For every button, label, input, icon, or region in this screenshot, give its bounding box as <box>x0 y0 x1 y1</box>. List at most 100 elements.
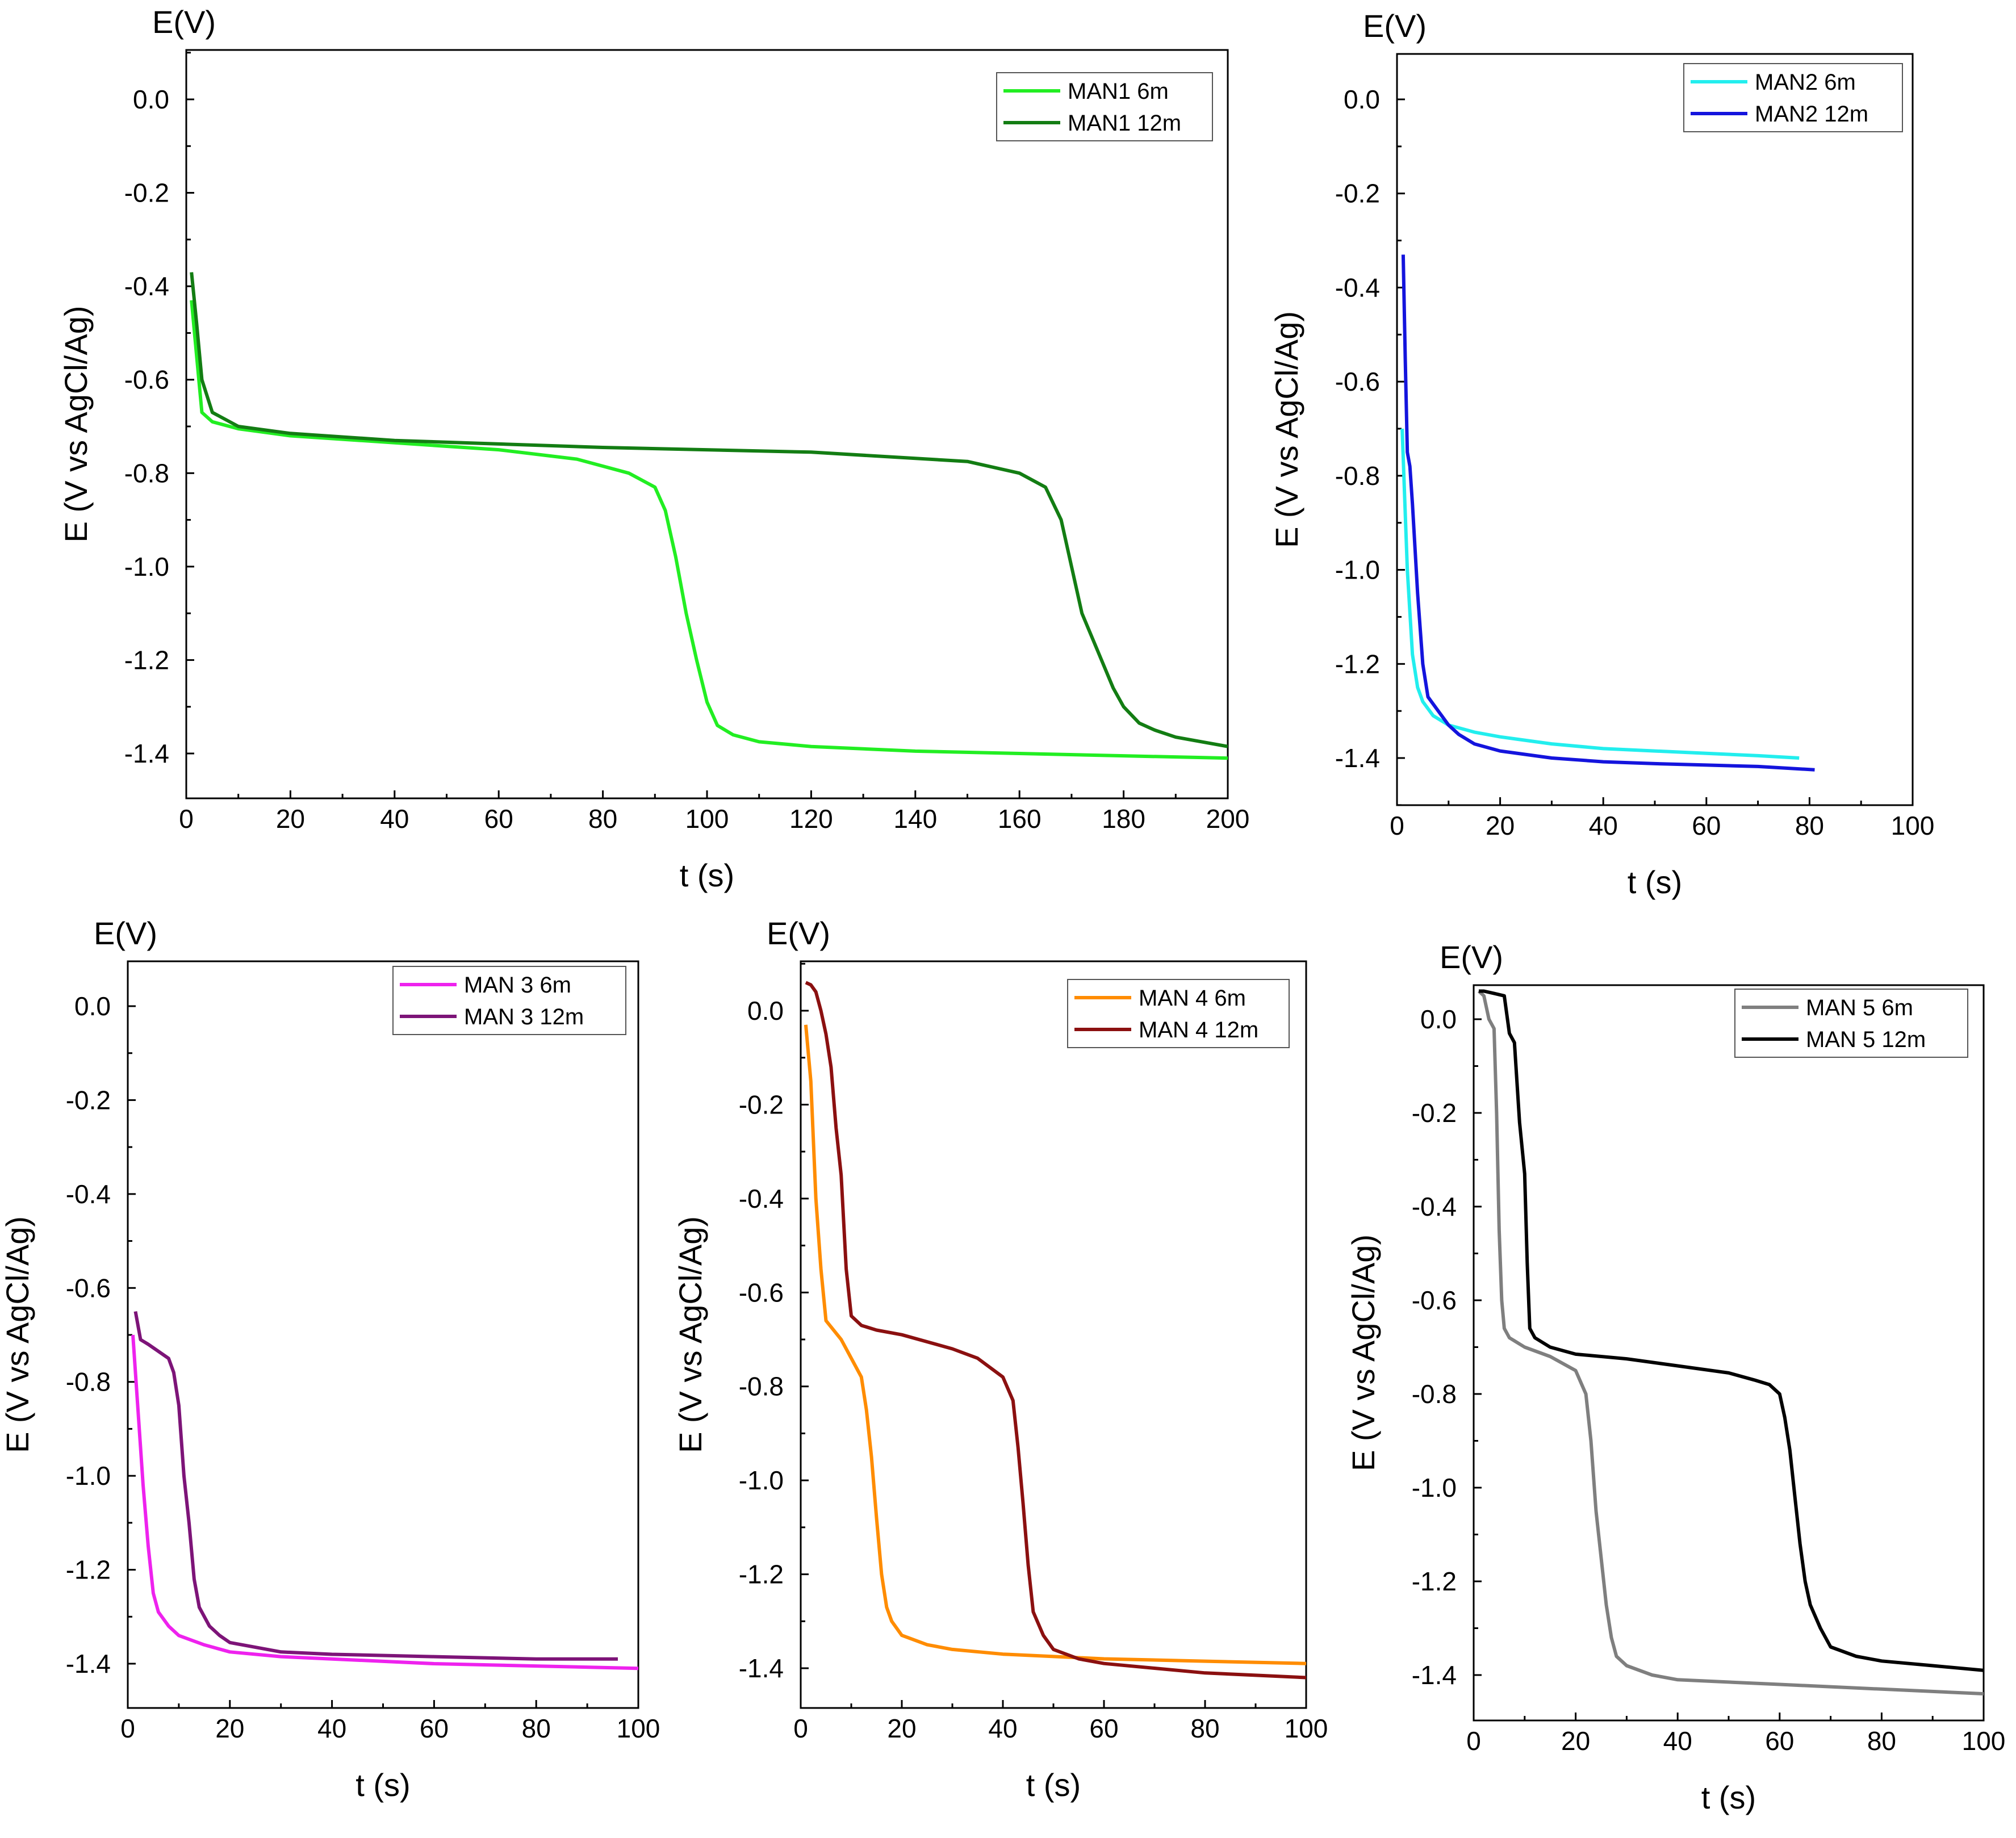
panel-man1-xtick-label: 0 <box>179 804 194 834</box>
panel-man1-xtick-label: 40 <box>380 804 409 834</box>
panel-man5-legend-label-2: MAN 5 12m <box>1806 1027 1926 1052</box>
panel-man5-ytick-label: -0.2 <box>1412 1098 1457 1128</box>
panel-man2-ytick-label: 0.0 <box>1344 85 1380 114</box>
panel-man3-ytick-label: -1.4 <box>66 1649 111 1678</box>
panel-man2: 0 20 40 60 80 100 0.0 -0.2 -0.4 -0.6 -0.8 -1.0 -1.2 -… <box>1269 8 1934 900</box>
panel-man4-ytick-label: -0.8 <box>739 1372 784 1401</box>
panel-man4-frame <box>800 960 1307 1709</box>
panel-man5-ytick-label: -1.2 <box>1412 1567 1457 1596</box>
panel-man4-ytick-label: 0.0 <box>747 996 784 1025</box>
panel-man2-legend-label-1: MAN2 6m <box>1755 70 1856 95</box>
panel-man1-legend-box <box>996 72 1213 141</box>
panel-man2-ytick-label: -0.6 <box>1335 367 1380 396</box>
panel-man3-ytick-label: 0.0 <box>74 991 111 1021</box>
panel-man4-xtick-label: 40 <box>988 1714 1017 1743</box>
panel-man5-xtick-label: 0 <box>1466 1726 1481 1756</box>
panel-man5-x-axis-title: t (s) <box>1701 1780 1756 1815</box>
panel-man1-xtick-label: 180 <box>1102 804 1145 834</box>
panel-man1-ytick-label: -0.2 <box>124 178 169 208</box>
panel-man4-legend: MAN 4 6m MAN 4 12m <box>1067 979 1290 1048</box>
panel-man2-ytick-label: -1.4 <box>1335 743 1380 773</box>
panel-man2-ytick-label: -1.2 <box>1335 649 1380 679</box>
panel-man1-corner-label: E(V) <box>152 4 216 40</box>
panel-man5-legend: MAN 5 6m MAN 5 12m <box>1734 989 1968 1058</box>
panel-man1: 0 20 40 60 80 100 120 140 160 180 200 0.0 -0.2 -0.4 -0… <box>58 4 1249 893</box>
panel-man5-corner-label: E(V) <box>1440 939 1503 975</box>
panel-man1-xtick-label: 160 <box>998 804 1042 834</box>
panel-man3-ytick-label: -0.2 <box>66 1085 111 1115</box>
panel-man4-ytick-label: -0.6 <box>739 1278 784 1307</box>
panel-man2-ytick-label: -0.4 <box>1335 273 1380 302</box>
panel-man2-legend-box <box>1683 63 1903 132</box>
panel-man2-xtick-label: 60 <box>1692 811 1721 840</box>
panel-man1-ytick-label: -0.4 <box>124 271 169 301</box>
panel-man3-corner-label: E(V) <box>94 915 157 951</box>
panel-man5-ytick-label: -0.8 <box>1412 1379 1457 1409</box>
panel-man3-xtick-label: 80 <box>522 1714 551 1743</box>
panel-man4-series-2-line <box>805 981 1306 1680</box>
panel-man4-legend-label-1: MAN 4 6m <box>1139 986 1246 1011</box>
panel-man5-series-1-line <box>1477 990 1984 1695</box>
panel-man4-y-axis-title: E (V vs AgCl/Ag) <box>672 1216 708 1453</box>
panel-man3-legend-label-2: MAN 3 12m <box>464 1004 584 1029</box>
panel-man3-xtick-label: 100 <box>617 1714 660 1743</box>
panel-man4-series-1-line <box>804 1024 1306 1665</box>
panel-man4-corner-label: E(V) <box>767 915 830 951</box>
panel-man5-ytick-label: 0.0 <box>1420 1004 1457 1034</box>
panel-man5-ytick-label: -1.0 <box>1412 1473 1457 1502</box>
panel-man4: 0 20 40 60 80 100 0.0 -0.2 -0.4 -0.6 -0.8 -1.0 -1.2 -… <box>672 915 1328 1803</box>
panel-man4-ytick-label: -1.0 <box>739 1466 784 1495</box>
panel-man1-xtick-label: 20 <box>276 804 305 834</box>
panel-man1-xtick-label: 80 <box>588 804 617 834</box>
panel-man5-ytick-label: -1.4 <box>1412 1660 1457 1690</box>
panel-man2-legend-label-2: MAN2 12m <box>1755 102 1868 127</box>
panel-man4-ytick-label: -1.2 <box>739 1560 784 1589</box>
panel-man5: 0 20 40 60 80 100 0.0 -0.2 -0.4 -0.6 -0.8 -1.0 -1.2 -… <box>1345 939 2005 1815</box>
panel-man1-xtick-label: 100 <box>685 804 729 834</box>
panel-man1-series-1-line <box>190 300 1228 760</box>
panel-man3-series-1-line <box>131 1334 638 1670</box>
panel-man2-ytick-label: -1.0 <box>1335 555 1380 585</box>
panel-man4-xtick-label: 100 <box>1285 1714 1328 1743</box>
panel-man4-xtick-label: 60 <box>1089 1714 1118 1743</box>
panel-man3-series-2-line <box>133 1311 618 1661</box>
panel-man3: 0 20 40 60 80 100 0.0 -0.2 -0.4 -0.6 -0.8 -1.0 -1.2 -… <box>0 915 660 1803</box>
panel-man2-y-axis-title: E (V vs AgCl/Ag) <box>1269 311 1304 548</box>
panel-man1-legend: MAN1 6m MAN1 12m <box>996 72 1213 141</box>
panel-man1-xtick-label: 140 <box>893 804 937 834</box>
panel-man5-xtick-label: 100 <box>1962 1726 2006 1756</box>
panel-man4-ytick-label: -1.4 <box>739 1653 784 1683</box>
panel-man4-xtick-label: 80 <box>1190 1714 1219 1743</box>
panel-man1-ytick-label: -1.0 <box>124 552 169 581</box>
panel-man1-x-axis-title: t (s) <box>680 857 734 893</box>
panel-man4-xtick-label: 20 <box>887 1714 916 1743</box>
panel-man4-xtick-label: 0 <box>793 1714 808 1743</box>
panel-man1-xtick-label: 60 <box>484 804 513 834</box>
panel-man4-ytick-label: -0.4 <box>739 1184 784 1213</box>
panel-man1-ytick-label: -1.4 <box>124 739 169 768</box>
panel-man2-series-1-line <box>1400 428 1800 760</box>
panel-man1-frame <box>185 49 1229 799</box>
panel-man2-xtick-label: 80 <box>1795 811 1824 840</box>
panel-man3-xtick-label: 40 <box>317 1714 346 1743</box>
panel-man2-x-axis-title: t (s) <box>1628 864 1682 900</box>
panel-man1-xtick-label: 200 <box>1206 804 1250 834</box>
panel-man2-xtick-label: 40 <box>1589 811 1618 840</box>
panel-man5-xtick-label: 60 <box>1765 1726 1794 1756</box>
panel-man5-xtick-label: 80 <box>1867 1726 1896 1756</box>
panel-man3-xtick-label: 60 <box>420 1714 449 1743</box>
panel-man5-ytick-label: -0.4 <box>1412 1192 1457 1221</box>
panel-man5-legend-label-1: MAN 5 6m <box>1806 995 1913 1020</box>
panel-man1-ytick-label: -1.2 <box>124 645 169 675</box>
panel-man1-legend-label-2: MAN1 12m <box>1068 111 1181 136</box>
panel-man2-corner-label: E(V) <box>1363 8 1427 44</box>
panel-man5-frame <box>1473 984 1985 1722</box>
panel-man2-series-2-line <box>1401 254 1815 772</box>
panel-man1-legend-label-1: MAN1 6m <box>1068 79 1169 104</box>
panel-man3-ytick-label: -1.0 <box>66 1461 111 1491</box>
panel-man3-ytick-label: -0.4 <box>66 1179 111 1209</box>
panel-man2-ytick-label: -0.8 <box>1335 461 1380 491</box>
panel-man4-x-axis-title: t (s) <box>1026 1767 1081 1803</box>
panel-man5-ytick-label: -0.6 <box>1412 1286 1457 1315</box>
